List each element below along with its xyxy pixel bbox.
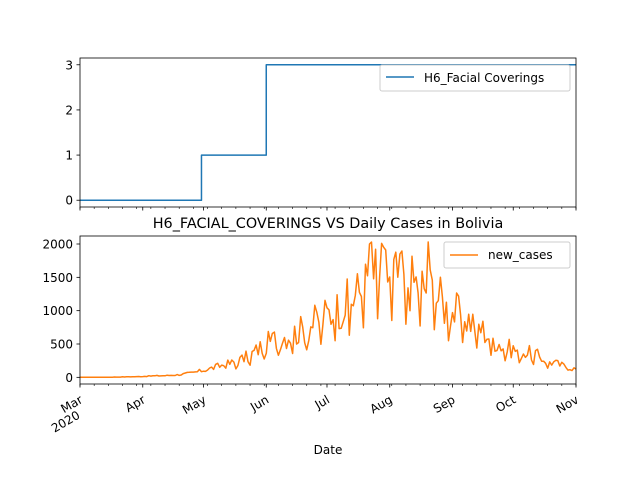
bottom-legend-box: [443, 241, 571, 269]
top-y-tick-label: 2: [65, 103, 73, 117]
bottom-axes-frame: [79, 235, 577, 385]
top-y-tick-label: 1: [65, 149, 73, 163]
top-y-ticks: 0 1 2 3: [65, 58, 80, 208]
chart-title: H6_FACIAL_COVERINGS VS Daily Cases in Bo…: [153, 216, 504, 232]
bottom-y-tick-label: 1000: [42, 304, 73, 318]
facial-coverings-line: [80, 64, 576, 201]
x-axis-label: Date: [314, 443, 343, 457]
top-axes: 0 1 2 3 H6_Facial Coverings: [65, 57, 577, 211]
bottom-legend: new_cases: [443, 241, 571, 269]
top-y-tick-label: 3: [65, 58, 73, 72]
top-axes-frame: [79, 57, 577, 208]
bottom-series-layer: [80, 241, 577, 379]
top-series-layer: [80, 64, 576, 201]
top-y-tick-label: 0: [65, 194, 73, 208]
top-legend-box: [379, 64, 571, 92]
bottom-y-tick-label: 0: [65, 371, 73, 385]
new-cases-line: [80, 241, 577, 379]
bottom-legend-label: new_cases: [488, 248, 553, 262]
top-legend: H6_Facial Coverings: [379, 64, 571, 92]
top-legend-label: H6_Facial Coverings: [424, 71, 544, 85]
bottom-y-tick-label: 500: [50, 338, 73, 352]
x-tick-label: Jul: [312, 393, 332, 413]
bottom-y-tick-label: 1500: [42, 271, 73, 285]
bottom-y-ticks: 0 500 1000 1500 2000: [42, 238, 80, 385]
bottom-y-tick-label: 2000: [42, 238, 73, 252]
